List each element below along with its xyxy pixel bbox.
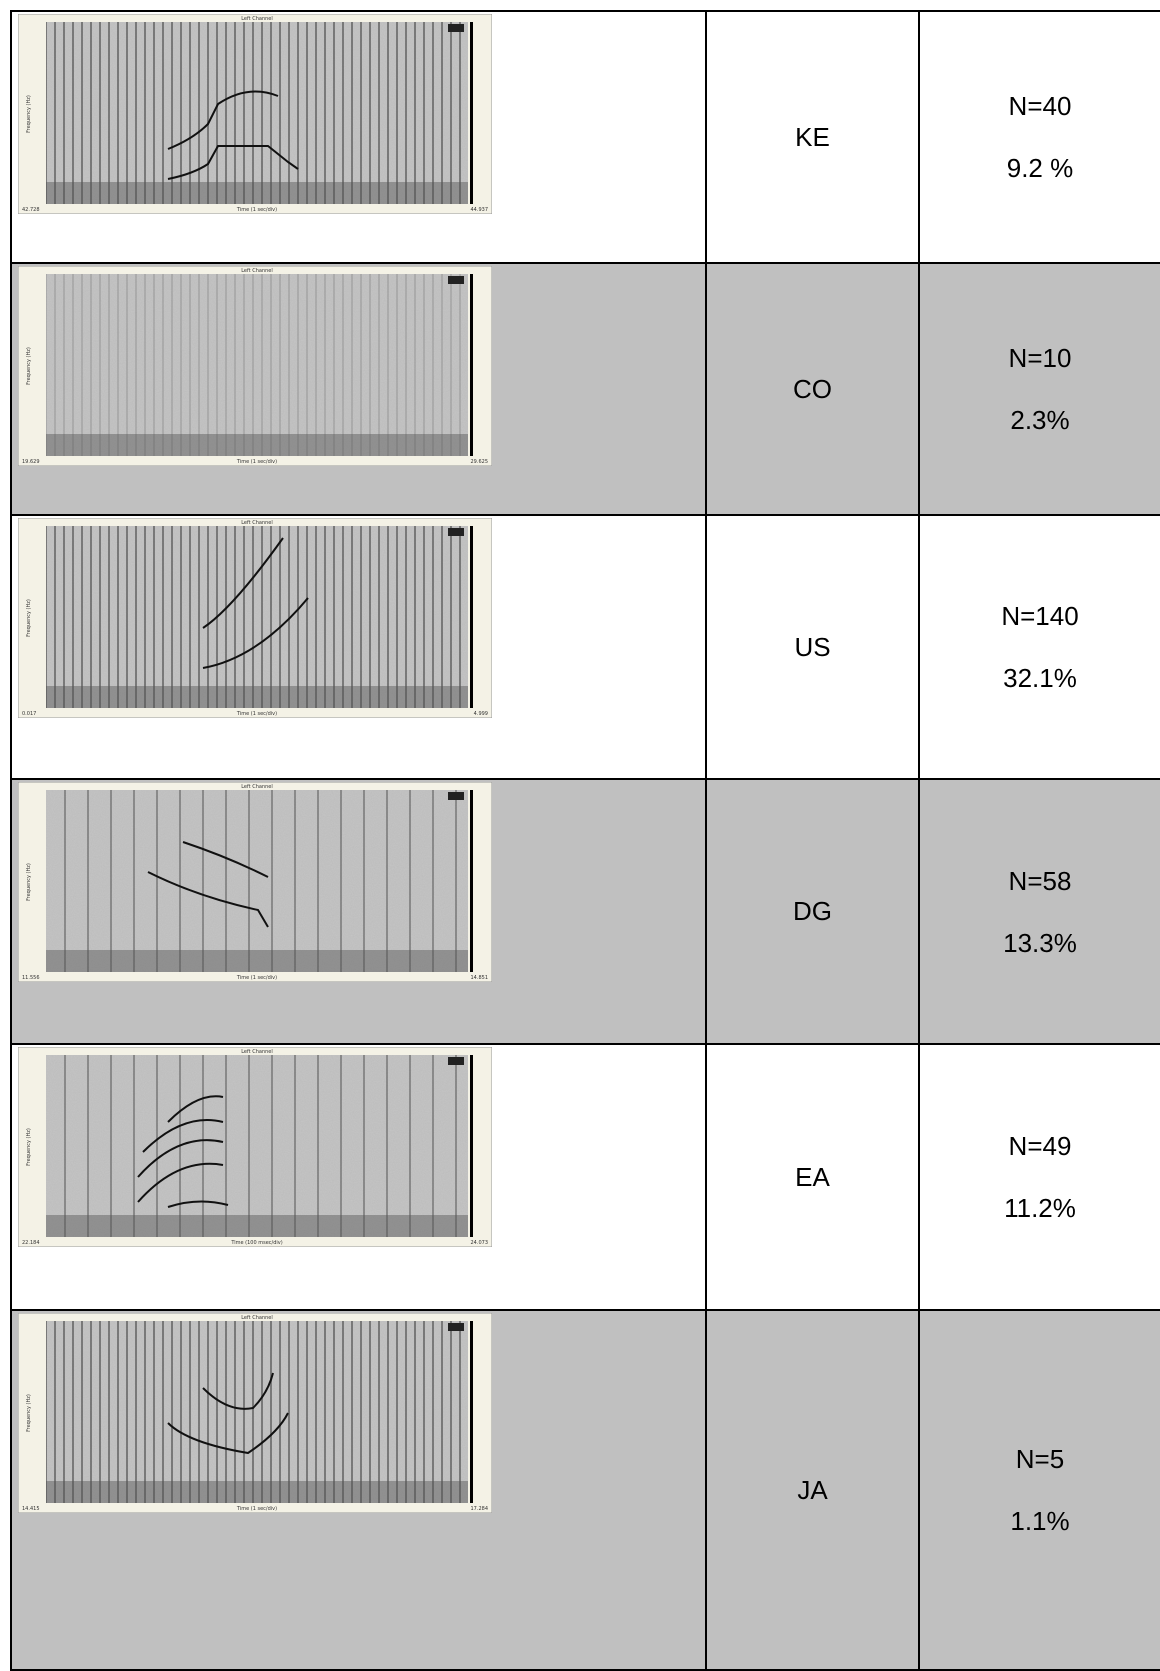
x-axis-label: Time (1 sec/div) [236, 207, 277, 213]
table-row: Left Channel Frequency (Hz) Time (1 sec/di… [12, 516, 1160, 780]
percent: 32.1% [1003, 647, 1077, 709]
x-axis-label: Time (100 msec/div) [230, 1240, 282, 1246]
plot-stripes [46, 22, 468, 204]
spectrogram: Left Channel Frequency (Hz) Time (1 sec/di… [18, 518, 492, 718]
spectrogram-cell: Left Channel Frequency (Hz) Time (1 sec/di… [12, 12, 707, 262]
percent: 2.3% [1010, 389, 1069, 451]
table-row: Left Channel Frequency (Hz) Time (1 sec/di… [12, 12, 1160, 264]
time-start: 14.415 [22, 1506, 40, 1512]
region-code: US [707, 516, 920, 778]
time-start: 22.184 [22, 1240, 40, 1246]
percent: 13.3% [1003, 912, 1077, 974]
page: Left Channel Frequency (Hz) Time (1 sec/di… [0, 0, 1160, 1669]
count: N=40 [1009, 75, 1072, 137]
table-row: Left Channel Frequency (Hz) Time (100 msec… [12, 1045, 1160, 1311]
percent: 1.1% [1010, 1490, 1069, 1552]
logo [448, 24, 464, 32]
percent: 11.2% [1004, 1177, 1076, 1239]
region-code: CO [707, 264, 920, 514]
region-code: JA [707, 1311, 920, 1669]
plot-stripes [46, 1055, 468, 1237]
spectrogram-title: Left Channel [241, 16, 273, 22]
logo [448, 528, 464, 536]
table-row: Left Channel Frequency (Hz) Time (1 sec/di… [12, 1311, 1160, 1671]
region-code: KE [707, 12, 920, 262]
time-end: 24.073 [471, 1240, 489, 1246]
count: N=49 [1009, 1115, 1072, 1177]
y-axis-label: Frequency (Hz) [26, 95, 32, 133]
count: N=58 [1009, 850, 1072, 912]
x-axis-label: Time (1 sec/div) [236, 975, 277, 981]
y-axis-label: Frequency (Hz) [26, 599, 32, 637]
plot-stripes [46, 274, 468, 456]
y-axis-label: Frequency (Hz) [26, 347, 32, 385]
spectrogram-title: Left Channel [241, 784, 273, 790]
plot-stripes [46, 1321, 468, 1503]
logo [448, 1057, 464, 1065]
color-bar [470, 1055, 473, 1237]
time-end: 29.625 [471, 459, 489, 465]
spectrogram-cell: Left Channel Frequency (Hz) Time (1 sec/di… [12, 1311, 707, 1669]
time-end: 44.937 [471, 207, 489, 213]
y-axis-label: Frequency (Hz) [26, 1128, 32, 1166]
logo [448, 1323, 464, 1331]
spectrogram: Left Channel Frequency (Hz) Time (1 sec/di… [18, 266, 492, 466]
x-axis-label: Time (1 sec/div) [236, 711, 277, 717]
table-row: Left Channel Frequency (Hz) Time (1 sec/di… [12, 264, 1160, 516]
count: N=10 [1009, 327, 1072, 389]
color-bar [470, 274, 473, 456]
spectrogram: Left Channel Frequency (Hz) Time (1 sec/di… [18, 1313, 492, 1513]
logo [448, 792, 464, 800]
spectrogram: Left Channel Frequency (Hz) Time (100 msec… [18, 1047, 492, 1247]
low-band [46, 1215, 468, 1237]
spectrogram: Left Channel Frequency (Hz) Time (1 sec/di… [18, 782, 492, 982]
count: N=5 [1016, 1428, 1064, 1490]
plot-stripes [46, 526, 468, 708]
low-band [46, 182, 468, 204]
spectrogram-title: Left Channel [241, 520, 273, 526]
low-band [46, 950, 468, 972]
count: N=140 [1001, 585, 1078, 647]
spectrogram-cell: Left Channel Frequency (Hz) Time (1 sec/di… [12, 264, 707, 514]
region-code: DG [707, 780, 920, 1043]
spectrogram-title: Left Channel [241, 1049, 273, 1055]
y-axis-label: Frequency (Hz) [26, 1394, 32, 1432]
time-start: 0.017 [22, 711, 36, 717]
spectrogram-cell: Left Channel Frequency (Hz) Time (1 sec/di… [12, 516, 707, 778]
region-code: EA [707, 1045, 920, 1309]
spectrogram-title: Left Channel [241, 268, 273, 274]
plot-stripes [46, 790, 468, 972]
time-start: 19.629 [22, 459, 40, 465]
time-end: 14.851 [471, 975, 489, 981]
table-row: Left Channel Frequency (Hz) Time (1 sec/di… [12, 780, 1160, 1045]
low-band [46, 1481, 468, 1503]
spectrogram-cell: Left Channel Frequency (Hz) Time (100 msec… [12, 1045, 707, 1309]
time-end: 4.999 [474, 711, 488, 717]
spectrogram-title: Left Channel [241, 1315, 273, 1321]
time-end: 17.284 [471, 1506, 489, 1512]
x-axis-label: Time (1 sec/div) [236, 1506, 277, 1512]
table: Left Channel Frequency (Hz) Time (1 sec/di… [10, 10, 1160, 1671]
color-bar [470, 790, 473, 972]
time-start: 42.728 [22, 207, 40, 213]
percent: 9.2 % [1007, 137, 1074, 199]
low-band [46, 686, 468, 708]
logo [448, 276, 464, 284]
x-axis-label: Time (1 sec/div) [236, 459, 277, 465]
spectrogram-cell: Left Channel Frequency (Hz) Time (1 sec/di… [12, 780, 707, 1043]
y-axis-label: Frequency (Hz) [26, 863, 32, 901]
time-start: 11.556 [22, 975, 40, 981]
color-bar [470, 526, 473, 708]
color-bar [470, 1321, 473, 1503]
low-band [46, 434, 468, 456]
color-bar [470, 22, 473, 204]
spectrogram: Left Channel Frequency (Hz) Time (1 sec/di… [18, 14, 492, 214]
